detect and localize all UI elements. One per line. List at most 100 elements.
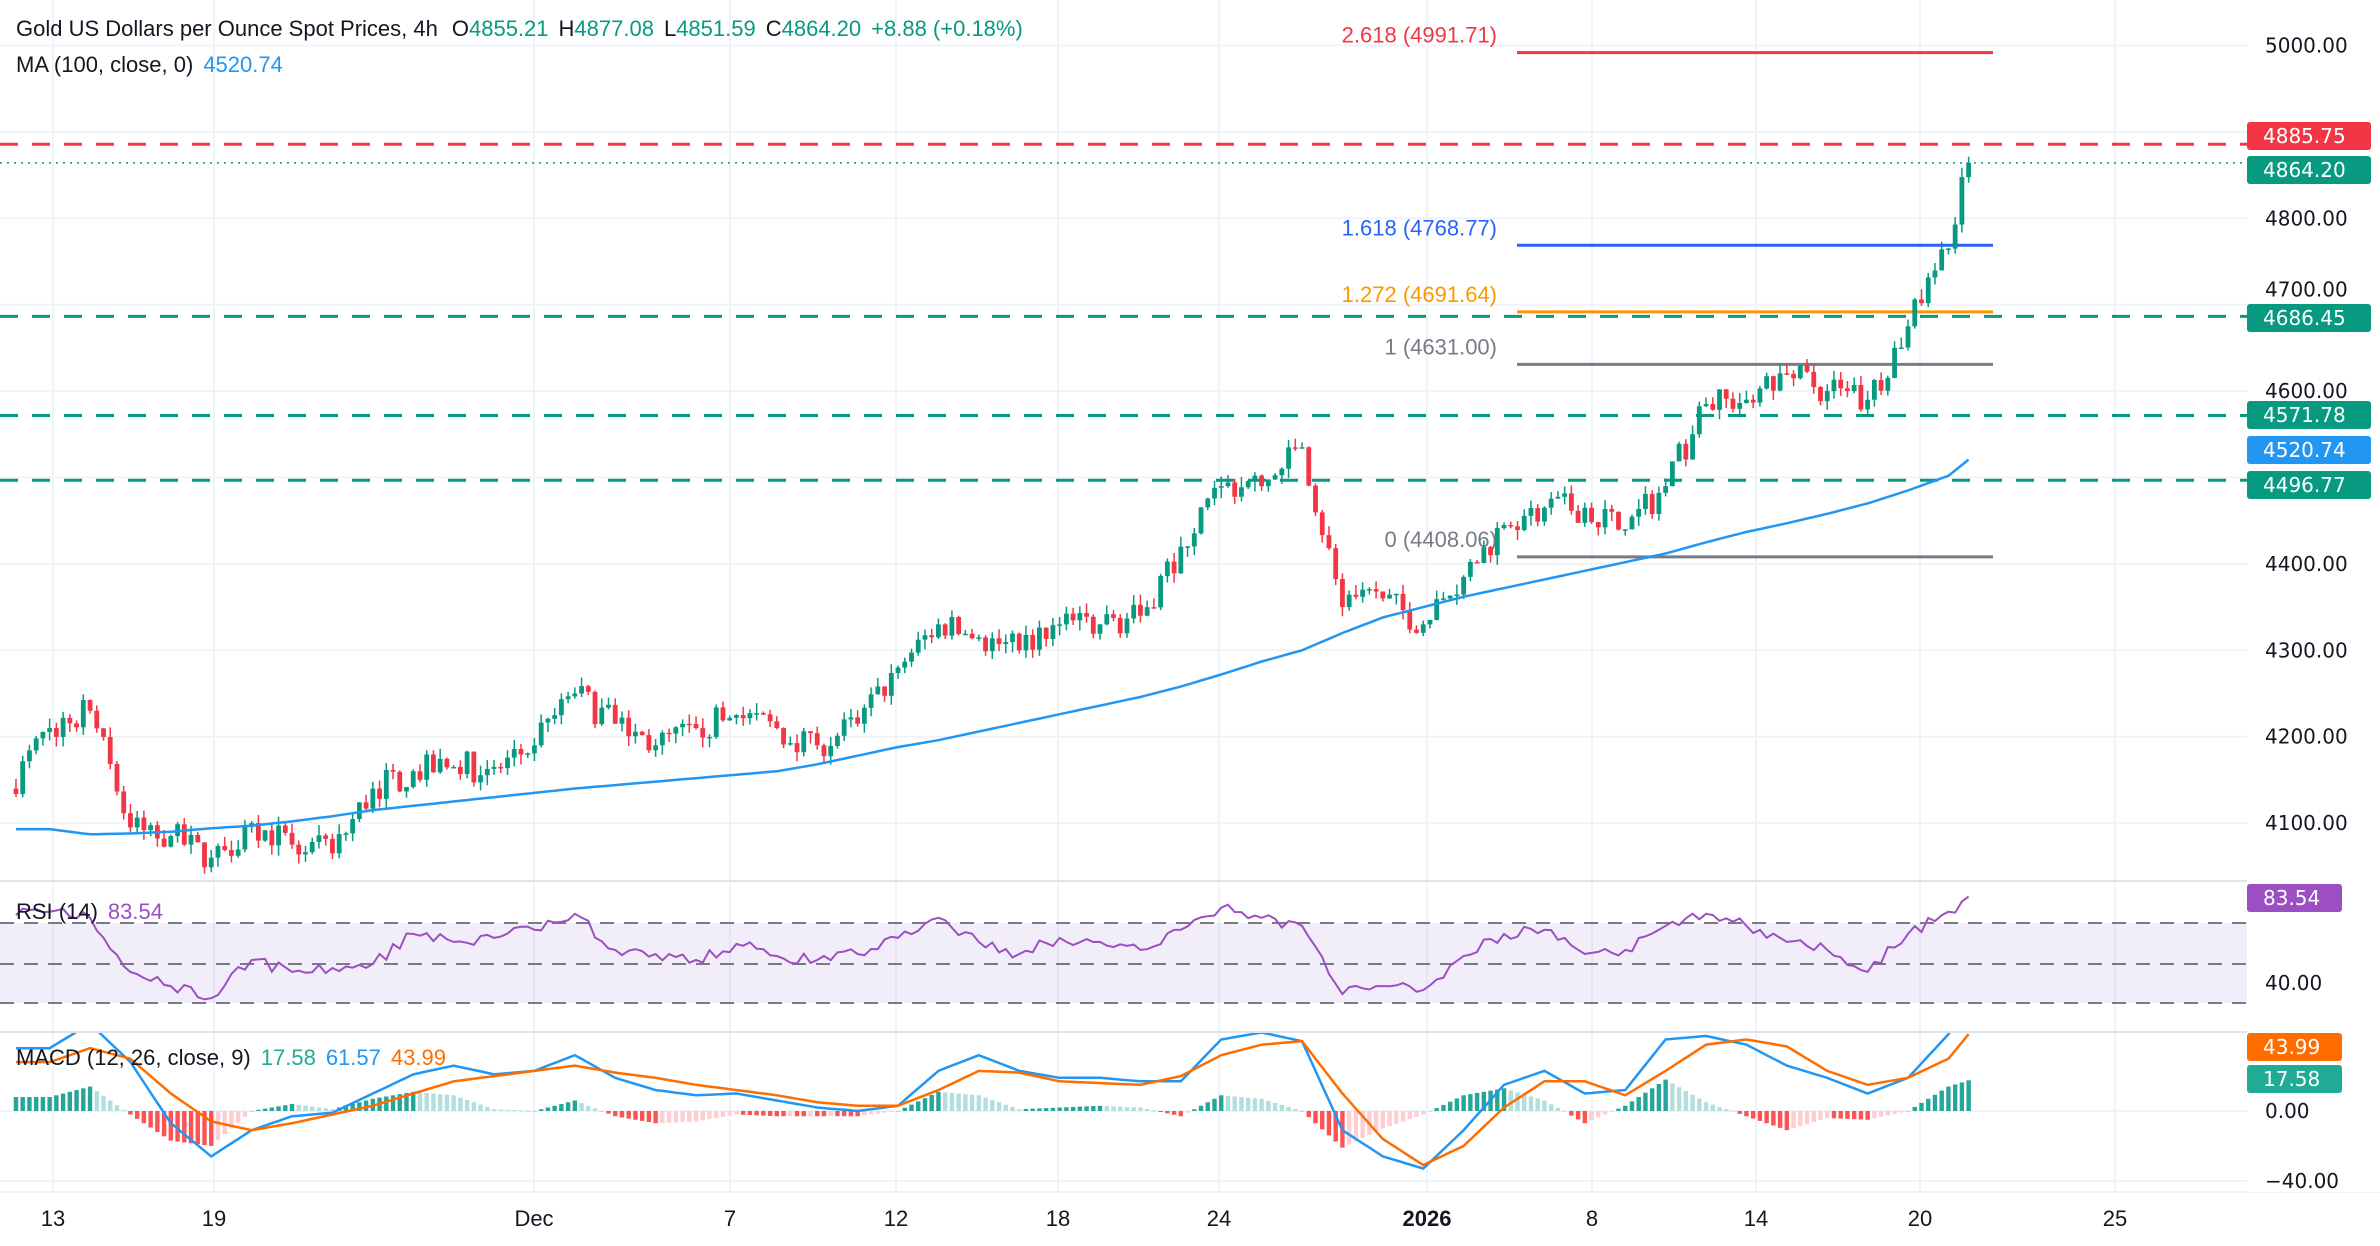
histogram-bar bbox=[108, 1100, 113, 1111]
ma-label: MA (100, close, 0) bbox=[16, 52, 194, 77]
histogram-bar bbox=[310, 1106, 315, 1111]
candle-body bbox=[1037, 627, 1042, 650]
candle bbox=[202, 842, 207, 874]
price-tag-label: 4520.74 bbox=[2263, 438, 2346, 462]
candle bbox=[1279, 467, 1285, 484]
histogram-bar bbox=[969, 1094, 975, 1111]
candle-body bbox=[1198, 507, 1204, 534]
histogram-bar bbox=[1353, 1111, 1359, 1142]
candle-body bbox=[801, 731, 807, 753]
candle bbox=[585, 684, 591, 696]
candle-body bbox=[848, 717, 854, 720]
candles bbox=[13, 156, 1972, 874]
candle bbox=[1117, 614, 1123, 638]
candle bbox=[269, 823, 275, 855]
candle-body bbox=[478, 775, 483, 783]
candle bbox=[1010, 630, 1015, 653]
histogram-bar bbox=[1259, 1098, 1264, 1111]
candle bbox=[1892, 341, 1897, 379]
candle-body bbox=[195, 834, 201, 843]
histogram-bar bbox=[1892, 1111, 1897, 1114]
rsi-legend[interactable]: RSI (14) 83.54 bbox=[16, 899, 163, 925]
macd-tag bbox=[2247, 1033, 2342, 1061]
histogram-bar bbox=[754, 1111, 759, 1116]
histogram-bar bbox=[1030, 1108, 1035, 1111]
candle-body bbox=[592, 691, 598, 725]
candle-body bbox=[1919, 299, 1924, 304]
fibonacci-extension[interactable]: 2.618 (4991.71) 1.618 (4768.77) 1.272 (469… bbox=[1342, 23, 1993, 559]
candle bbox=[720, 701, 726, 722]
candle bbox=[1696, 401, 1702, 438]
histogram-bar bbox=[714, 1111, 719, 1118]
candle-body bbox=[1481, 547, 1487, 563]
histogram-bar bbox=[1279, 1104, 1285, 1111]
macd-legend[interactable]: MACD (12, 26, close, 9) 17.58 61.57 43.9… bbox=[16, 1045, 446, 1071]
candle-body bbox=[1501, 525, 1507, 529]
candle-body bbox=[1286, 447, 1291, 469]
candle bbox=[579, 677, 584, 698]
candle-body bbox=[659, 732, 665, 746]
candle-body bbox=[316, 835, 322, 843]
candle bbox=[1818, 385, 1823, 406]
histogram-bar bbox=[1360, 1111, 1365, 1139]
indicator-axes[interactable]: 40.00 83.54 0.00 −40.00 43.99 17.58 bbox=[2247, 884, 2342, 1193]
histogram-bar bbox=[1124, 1106, 1130, 1111]
candle-body bbox=[754, 713, 760, 715]
histogram-bar bbox=[323, 1108, 328, 1111]
candle bbox=[727, 715, 733, 721]
histogram-bar bbox=[1663, 1079, 1668, 1111]
candle bbox=[1568, 485, 1574, 515]
candle-body bbox=[1494, 528, 1500, 556]
candle bbox=[1313, 483, 1318, 517]
candle bbox=[1690, 425, 1695, 460]
candle-body bbox=[882, 686, 887, 696]
candle bbox=[787, 736, 793, 746]
candle-body bbox=[215, 846, 221, 858]
histogram-bar bbox=[1501, 1088, 1507, 1111]
histogram-bar bbox=[1070, 1106, 1076, 1111]
candle bbox=[1730, 392, 1736, 413]
time-axis[interactable]: 13 19 Dec 7 12 18 24 2026 8 14 20 25 bbox=[41, 1206, 2127, 1231]
histogram-bar bbox=[121, 1109, 126, 1111]
symbol-legend[interactable]: Gold US Dollars per Ounce Spot Prices, 4… bbox=[16, 16, 1023, 42]
histogram-bar bbox=[532, 1111, 537, 1112]
time-label: 2026 bbox=[1403, 1206, 1452, 1231]
candle-body bbox=[1649, 493, 1655, 515]
price-axis-background[interactable] bbox=[2247, 0, 2380, 1192]
candle bbox=[794, 734, 800, 762]
candle bbox=[1616, 511, 1621, 531]
candle-body bbox=[767, 714, 773, 722]
candle bbox=[309, 837, 315, 855]
histogram-bar bbox=[431, 1093, 436, 1111]
candle-body bbox=[410, 771, 416, 788]
candle bbox=[1407, 602, 1413, 634]
price-axis[interactable]: 5000.00 4800.00 4700.00 4600.00 4400.00 4300.… bbox=[2247, 0, 2380, 1192]
candle-body bbox=[1346, 594, 1352, 608]
candle-body bbox=[1757, 388, 1763, 403]
candle-body bbox=[1710, 404, 1716, 410]
candle-body bbox=[1353, 594, 1359, 597]
candle bbox=[74, 720, 79, 732]
candle bbox=[1555, 491, 1561, 499]
candle-body bbox=[821, 745, 827, 757]
histogram-bar bbox=[767, 1111, 773, 1116]
histogram-bar bbox=[390, 1095, 396, 1111]
candle bbox=[1663, 478, 1669, 497]
histogram-bar bbox=[262, 1108, 268, 1111]
candle-body bbox=[929, 635, 935, 638]
candle bbox=[262, 830, 268, 842]
histogram-bar bbox=[215, 1111, 221, 1141]
price-tag bbox=[2247, 471, 2371, 499]
candle-body bbox=[471, 751, 477, 783]
candle bbox=[1063, 606, 1069, 631]
candle-body bbox=[141, 817, 147, 831]
candle bbox=[242, 819, 248, 853]
candle-body bbox=[666, 732, 672, 735]
candle-body bbox=[1885, 377, 1891, 391]
candle-body bbox=[626, 717, 632, 737]
candle-body bbox=[787, 743, 793, 745]
ma-legend[interactable]: MA (100, close, 0) 4520.74 bbox=[16, 52, 283, 78]
candle-body bbox=[1824, 391, 1830, 402]
histogram-bar bbox=[666, 1111, 672, 1123]
